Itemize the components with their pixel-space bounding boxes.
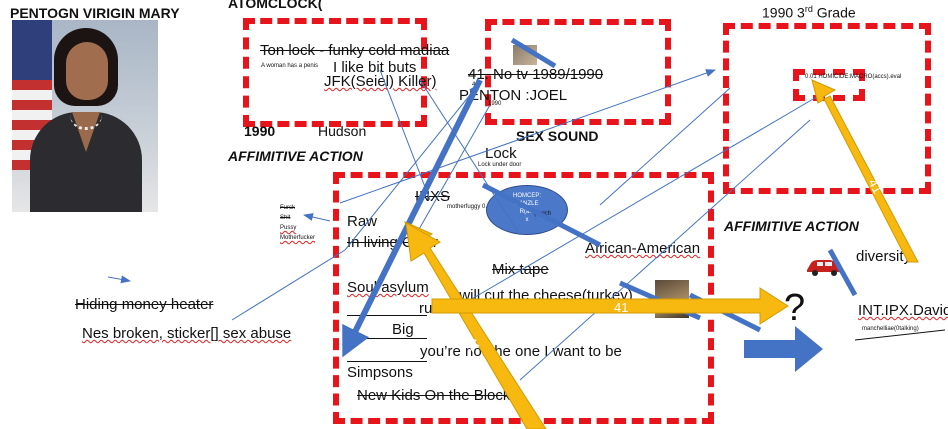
box1-tiny: A woman has a penis	[261, 63, 319, 69]
curse-item: Shit	[280, 215, 291, 221]
car-icon	[807, 260, 842, 276]
arrow-label-41: 41	[865, 176, 885, 196]
divider	[347, 361, 427, 362]
curse-item: Motherfucker	[280, 235, 316, 241]
strike-line	[510, 37, 557, 69]
not-the-one-label: you’re not the one I want to be	[420, 343, 622, 360]
gold-arrow-diagonal	[811, 79, 919, 263]
connector-line	[107, 275, 131, 284]
connector-line	[469, 94, 821, 301]
big-label: Big	[392, 321, 414, 338]
portrait-pearls	[70, 115, 102, 130]
flag-canton	[12, 20, 52, 80]
curse-item: Furck	[280, 205, 295, 211]
diversity-label: diversity	[856, 248, 912, 265]
divider	[347, 315, 427, 316]
circle-line: x	[525, 217, 529, 223]
portrait-photo	[12, 20, 158, 212]
lock-sub: Lock under door	[478, 162, 522, 168]
right-tiny-label: manchelliae(0talking)	[862, 326, 919, 332]
affirmative-label-1: AFFIMITIVE ACTION	[228, 148, 363, 164]
curse-item: Pussy	[280, 225, 297, 231]
hiding-money-label: Hiding money heater	[75, 296, 214, 313]
arrow-label-41: 41	[614, 300, 628, 315]
connector-line	[344, 84, 479, 251]
connector-line	[854, 329, 946, 341]
arrow-label-41: 41	[463, 334, 483, 354]
sex-sound-label: SEX SOUND	[516, 128, 599, 144]
int-ipx-label: INT.IPX.David	[858, 302, 948, 319]
simpsons-label: Simpsons	[347, 364, 413, 381]
gold-arrow-right	[431, 287, 789, 325]
box-1	[243, 18, 427, 127]
nes-broken-label: Nes broken, sticker[] sex abuse	[82, 325, 292, 342]
box4-tiny-right: motherfuggy 0.1	[447, 204, 491, 210]
box1-city: Hudson	[318, 123, 367, 139]
strike-line	[827, 248, 858, 297]
portrait-face	[66, 42, 108, 100]
connector-line	[303, 213, 331, 222]
connector-line	[409, 104, 491, 246]
grade-title: 1990 3rd Grade	[762, 4, 856, 21]
box1-line1: Ton lock - funky cold madiaa	[260, 42, 450, 59]
connector-line	[599, 87, 731, 206]
divider	[347, 338, 427, 339]
box1-year: 1990	[244, 123, 276, 139]
box3-tiny: 0.01 HOMICIDE:MACRO(accs).eval	[805, 74, 902, 80]
atomclock-title: ATOMCLOCK(	[228, 0, 323, 11]
box1-line3: JFK(Seiel) Killer)	[324, 73, 437, 90]
mixtape-label: Mix tape	[492, 261, 549, 278]
circle-line: ZANZLE	[515, 201, 539, 207]
affirmative-label-2: AFFIMITIVE ACTION	[724, 218, 859, 234]
blue-block-arrow	[744, 326, 823, 372]
box-2	[485, 19, 671, 125]
nkotb-label: New Kids On the Block	[357, 387, 511, 404]
raw-label: Raw	[347, 213, 378, 230]
connector-line	[519, 119, 811, 381]
question-mark: ?	[784, 287, 805, 329]
box2-line2: PENTON :JOEL	[459, 87, 568, 104]
box1-line2: I like bit buts	[333, 59, 417, 76]
circle-line: R(a...	[519, 209, 535, 215]
connector-line	[419, 79, 521, 236]
box-3	[723, 23, 931, 194]
strike-line	[481, 182, 602, 248]
connector-line	[231, 249, 346, 321]
gold-arrow-main	[405, 222, 547, 429]
box2-tiny-sub: 1990	[488, 101, 502, 107]
soul-asylum-label: Soul asylum	[347, 279, 429, 296]
thick-blue-arrow	[342, 78, 483, 358]
connector-line	[339, 69, 716, 204]
connector-line	[379, 69, 431, 201]
circle-line: HOMCEP:	[512, 193, 541, 199]
box2-line1: 41. No tv 1989/1990	[468, 66, 604, 83]
left-title: PENTOGN VIRIGIN MARY	[10, 5, 180, 21]
